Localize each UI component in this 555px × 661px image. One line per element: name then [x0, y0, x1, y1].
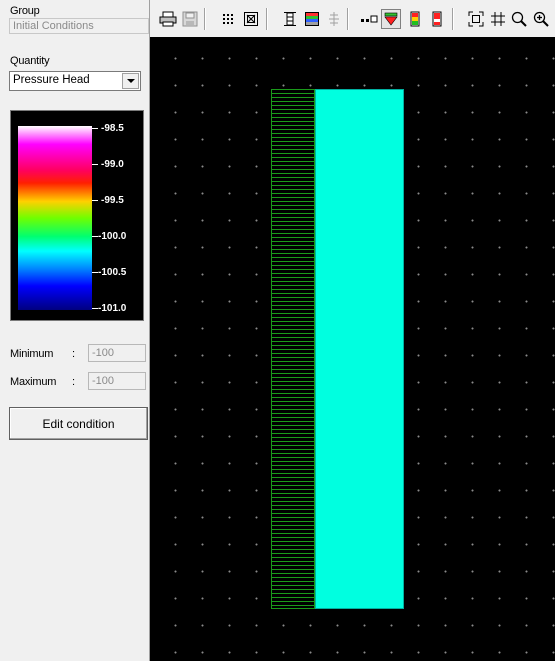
- bar-green-icon[interactable]: [405, 9, 425, 29]
- boundary-hatch-region: [271, 89, 315, 609]
- color-legend: -98.5 -99.0 -99.5 -100.0 -100.5 -101.0: [10, 110, 144, 321]
- legend-tick-label: -100.5: [98, 267, 127, 278]
- toolbar-separator: [347, 8, 349, 30]
- tree-icon[interactable]: [324, 9, 344, 29]
- chevron-down-icon[interactable]: [122, 73, 139, 89]
- bar-red-icon[interactable]: [427, 9, 447, 29]
- model-canvas[interactable]: [150, 37, 555, 661]
- legend-tick: [92, 200, 98, 201]
- legend-tick-label: -99.5: [101, 195, 124, 206]
- group-field[interactable]: Initial Conditions: [9, 18, 149, 34]
- toolbar: [150, 0, 555, 36]
- grid-dots-icon[interactable]: [218, 9, 238, 29]
- legend-tick-label: -101.0: [98, 303, 127, 314]
- quantity-label: Quantity: [10, 55, 50, 67]
- zoom-plus-icon[interactable]: [531, 9, 551, 29]
- maximum-label: Maximum: [10, 376, 57, 388]
- minimum-colon: :: [72, 348, 75, 360]
- print-icon[interactable]: [158, 9, 178, 29]
- legend-tick: [92, 308, 98, 309]
- minimum-field[interactable]: -100: [88, 344, 146, 362]
- edit-condition-button[interactable]: Edit condition: [9, 407, 148, 440]
- legend-tick-label: -100.0: [98, 231, 127, 242]
- legend-tick: [92, 128, 98, 129]
- toolbar-separator: [452, 8, 454, 30]
- legend-tick-label: -99.0: [101, 159, 124, 170]
- toolbar-separator: [204, 8, 206, 30]
- quantity-select-value: Pressure Head: [13, 74, 90, 86]
- left-panel: Group Initial Conditions Quantity Pressu…: [0, 0, 150, 661]
- legend-tick-label: -98.5: [101, 123, 124, 134]
- dropdown-palette-icon[interactable]: [381, 9, 401, 29]
- minimum-label: Minimum: [10, 348, 54, 360]
- maximum-field[interactable]: -100: [88, 372, 146, 390]
- column-icon[interactable]: [280, 9, 300, 29]
- zoom-box-icon[interactable]: [241, 9, 261, 29]
- zoom-icon[interactable]: [509, 9, 529, 29]
- domain-region[interactable]: [315, 89, 404, 609]
- save-icon[interactable]: [180, 9, 200, 29]
- toolbar-separator: [266, 8, 268, 30]
- legend-tick: [92, 164, 98, 165]
- legend-tick: [92, 272, 98, 273]
- color-scale-bar: [18, 126, 92, 310]
- color-map-icon[interactable]: [302, 9, 322, 29]
- legend-tick: [92, 236, 98, 237]
- quantity-select[interactable]: Pressure Head: [9, 71, 141, 91]
- grid-icon[interactable]: [488, 9, 508, 29]
- fit-icon[interactable]: [466, 9, 486, 29]
- mesh-icon[interactable]: [359, 9, 379, 29]
- group-label: Group: [10, 5, 40, 17]
- maximum-colon: :: [72, 376, 75, 388]
